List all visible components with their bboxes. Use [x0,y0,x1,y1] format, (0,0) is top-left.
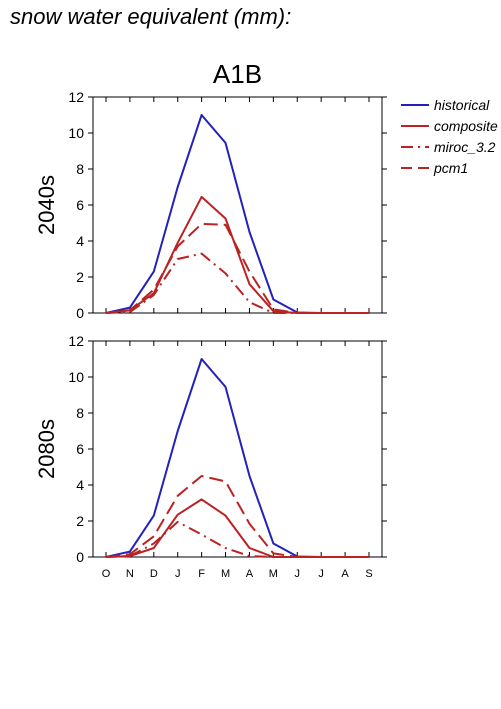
plot-frame-2 [92,340,383,558]
series-line-composite [105,498,369,558]
y-tick-label: 4 [76,477,84,493]
x-tick-label: N [126,568,134,580]
x-tick-label: F [198,568,205,580]
y-tick-label: 0 [76,549,84,565]
series-line-historical [105,358,369,558]
y-tick-label: 12 [68,89,84,105]
x-tick-label: J [175,568,181,580]
legend-label: composite [434,118,498,134]
x-tick-label: D [150,568,158,580]
y-axis-label: 2080s [34,419,59,479]
y-tick-label: 10 [68,125,84,141]
page-title: snow water equivalent (mm): [10,4,292,29]
plot-frame-1 [92,96,383,314]
x-tick-label: J [295,568,301,580]
series-line-pcm1 [105,475,369,558]
y-tick-label: 4 [76,233,84,249]
legend-label: miroc_3.2 [434,139,496,155]
x-tick-label: A [246,568,254,580]
y-tick-label: 12 [68,333,84,349]
y-tick-label: 10 [68,369,84,385]
y-axis-label: 2040s [34,175,59,235]
y-tick-label: 0 [76,305,84,321]
x-tick-label: M [269,568,278,580]
series-line-pcm1 [105,222,369,314]
x-tick-label: A [341,568,349,580]
y-tick-label: 2 [76,269,84,285]
x-tick-label: J [318,568,324,580]
y-tick-label: 6 [76,441,84,457]
y-tick-label: 6 [76,197,84,213]
panel-title: A1B [213,59,262,89]
y-tick-label: 8 [76,405,84,421]
x-tick-label: S [365,568,372,580]
y-tick-label: 8 [76,161,84,177]
x-tick-label: O [102,568,111,580]
series-line-historical [105,114,369,314]
legend-label: historical [434,97,490,113]
series-line-miroc-3-2 [105,520,369,558]
legend-label: pcm1 [433,160,468,176]
x-tick-label: M [221,568,230,580]
y-tick-label: 2 [76,513,84,529]
